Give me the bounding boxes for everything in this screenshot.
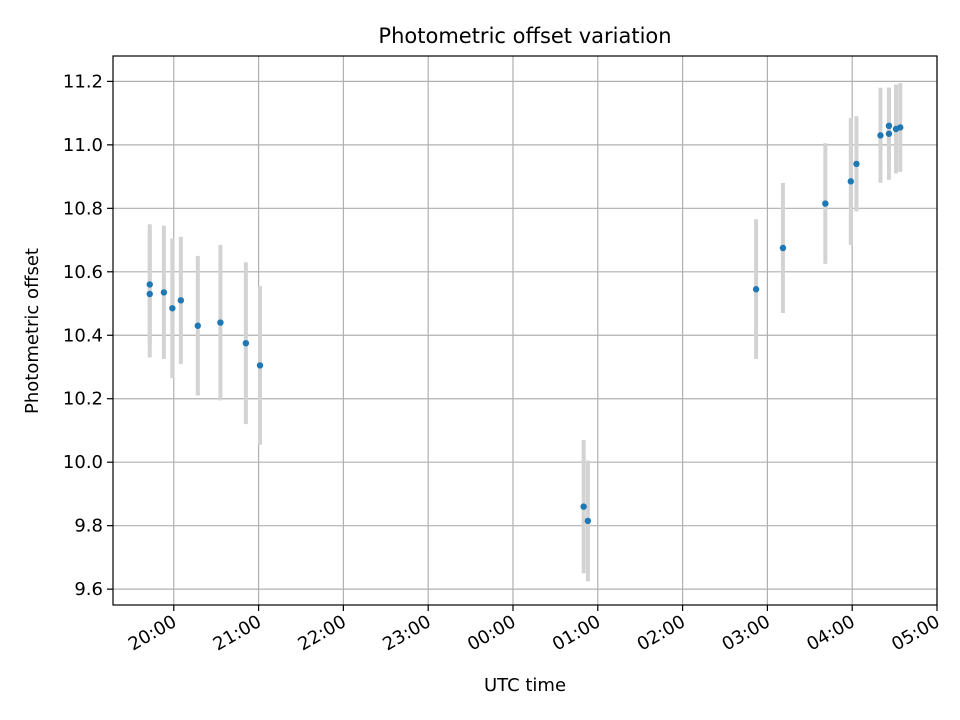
data-point <box>885 122 893 130</box>
data-points <box>146 122 904 525</box>
data-point <box>847 178 854 185</box>
data-point <box>194 322 202 329</box>
data-point <box>177 297 185 304</box>
plot-area-frame <box>112 55 938 606</box>
data-point <box>822 200 829 207</box>
plot-area-background <box>113 56 937 605</box>
y-axis: 9.6 9.8 10.0 10.2 10.4 10.6 10.8 11.0 11.2 <box>63 71 113 600</box>
y-tick-label: 10.6 <box>63 262 103 283</box>
data-point <box>242 339 250 347</box>
data-point <box>897 124 904 131</box>
chart-title: Photometric offset variation <box>378 24 671 48</box>
data-point <box>217 319 224 326</box>
data-point <box>256 362 264 369</box>
y-tick-label: 10.8 <box>63 198 103 219</box>
y-tick-label: 10.4 <box>63 325 103 346</box>
data-point <box>146 281 153 288</box>
data-point <box>779 244 787 252</box>
data-point <box>160 289 168 296</box>
x-axis-label: UTC time <box>484 675 566 696</box>
data-point <box>853 160 860 168</box>
data-point <box>146 290 153 298</box>
y-tick-label: 11.2 <box>63 71 103 92</box>
data-point <box>752 286 760 293</box>
y-tick-label: 9.8 <box>74 516 103 537</box>
y-tick-label: 11.0 <box>63 135 103 156</box>
data-point <box>877 132 884 139</box>
data-point <box>885 130 893 137</box>
y-tick-label: 10.0 <box>63 452 103 473</box>
data-point <box>580 503 587 510</box>
y-tick-label: 10.2 <box>63 389 103 410</box>
y-tick-label: 9.6 <box>74 579 103 600</box>
data-point <box>169 305 176 312</box>
y-axis-label: Photometric offset <box>22 248 43 414</box>
data-point <box>584 517 592 525</box>
